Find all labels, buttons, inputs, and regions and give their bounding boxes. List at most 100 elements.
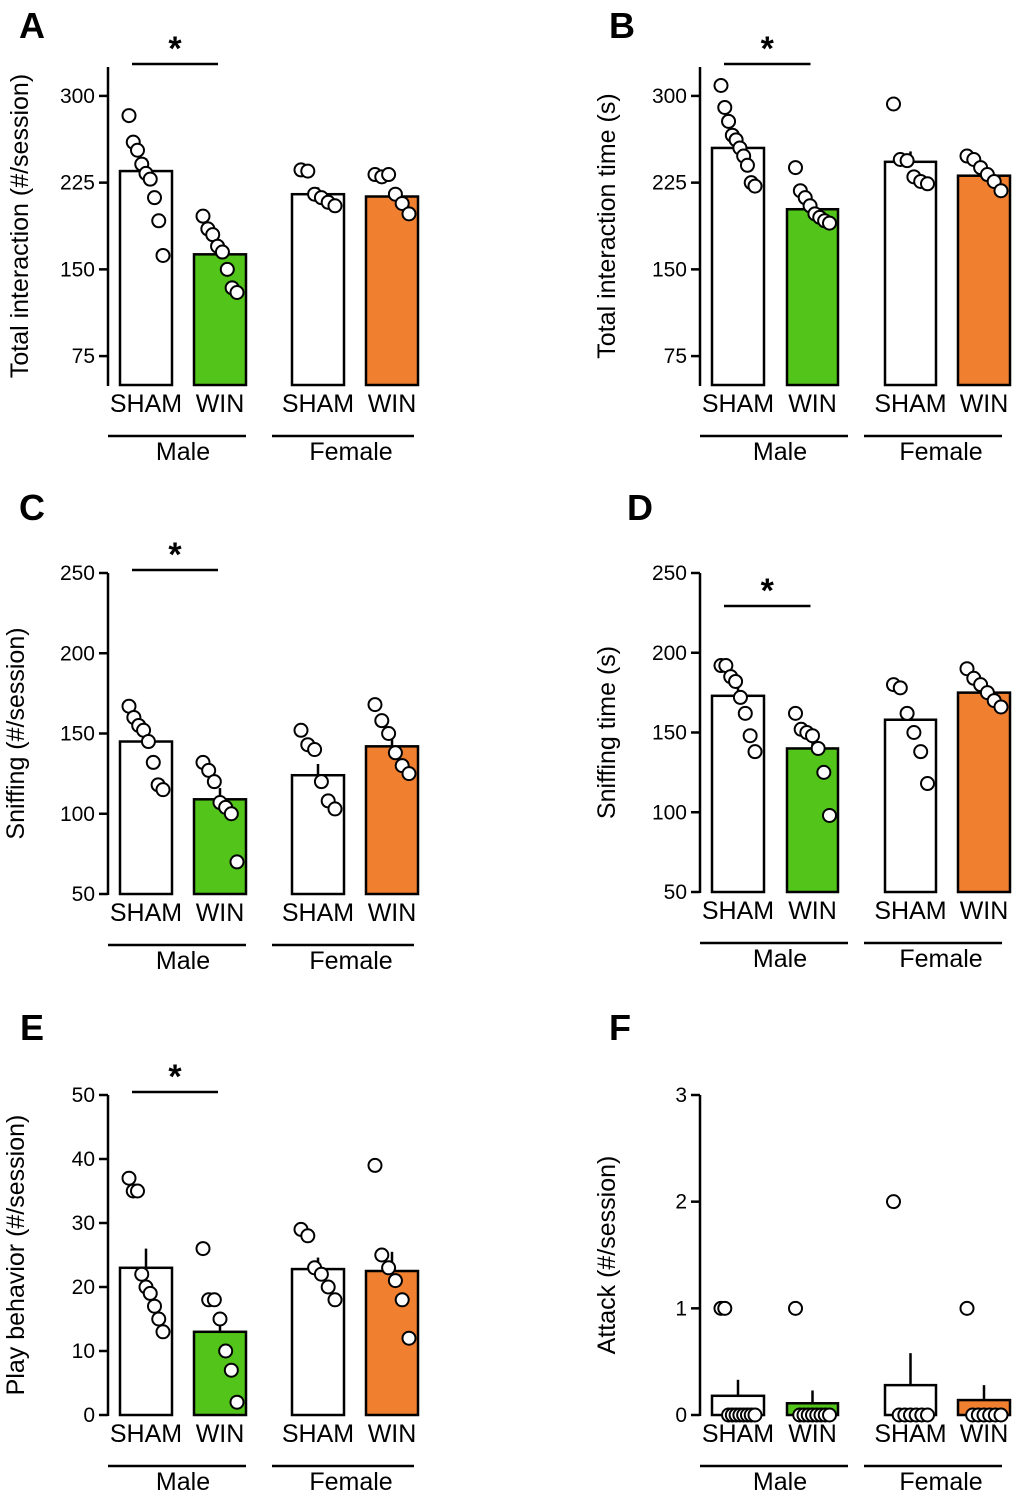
data-point	[155, 782, 171, 798]
data-point	[229, 1394, 245, 1410]
category-label: SHAM	[702, 390, 774, 418]
series-male-sham	[118, 108, 174, 387]
bar	[118, 169, 174, 387]
bar	[883, 718, 938, 894]
category-label: WIN	[788, 897, 837, 925]
data-point	[387, 1273, 403, 1289]
data-point	[147, 190, 162, 206]
category-label: WIN	[368, 899, 417, 927]
data-point	[717, 99, 733, 115]
data-point	[206, 1292, 222, 1308]
data-point	[920, 176, 935, 192]
data-point	[993, 183, 1009, 199]
data-point	[130, 142, 145, 158]
series-male-sham	[118, 698, 174, 896]
data-point	[142, 1285, 158, 1301]
panel-e: E Play behavior (#/session) 0 10 20 30 40 50 SHA…	[2, 1007, 420, 1496]
data-point	[717, 1300, 733, 1316]
data-point	[214, 244, 230, 260]
data-point	[728, 673, 744, 689]
y-tick-label: 300	[60, 85, 95, 108]
series-male-win	[785, 705, 840, 894]
data-point	[121, 108, 137, 124]
group-label: Female	[309, 1468, 392, 1496]
series-male-win	[192, 754, 248, 896]
series-male-win	[785, 160, 840, 387]
y-tick-label: 2	[675, 1191, 687, 1214]
data-point	[810, 740, 826, 756]
y-tick-label: 100	[652, 801, 687, 824]
y-tick-label: 10	[72, 1340, 95, 1363]
data-point	[134, 1266, 150, 1282]
panel-letter: A	[19, 5, 45, 46]
category-label: SHAM	[110, 1420, 182, 1448]
series-female-sham	[883, 96, 938, 387]
data-point	[320, 1279, 336, 1295]
significance-star: *	[168, 536, 182, 574]
significance-star: *	[761, 30, 775, 68]
y-tick-label: 0	[83, 1404, 95, 1427]
y-tick-label: 75	[664, 345, 687, 368]
y-tick-label: 30	[72, 1212, 95, 1235]
panel-d: D Sniffing time (s) 50 100 150 200 250 SHAM WIN S…	[593, 487, 1012, 973]
series-female-sham	[290, 1221, 346, 1417]
data-point	[121, 1170, 137, 1186]
data-point	[130, 1183, 145, 1199]
data-point	[906, 725, 922, 740]
data-point	[747, 1407, 763, 1423]
bar	[290, 1267, 346, 1417]
data-point	[732, 689, 748, 705]
data-point	[721, 113, 737, 129]
bar	[118, 740, 174, 896]
data-point	[300, 163, 316, 179]
data-point	[401, 766, 417, 782]
data-point	[892, 680, 908, 696]
data-point	[300, 1228, 316, 1244]
y-tick-label: 200	[652, 642, 687, 665]
data-point	[155, 247, 171, 263]
data-point	[920, 1407, 935, 1423]
data-point	[151, 213, 167, 229]
y-tick-label: 150	[652, 722, 687, 745]
group-label: Male	[753, 438, 807, 466]
data-point	[223, 806, 239, 822]
series-male-win	[192, 208, 248, 387]
panel-c: C Sniffing (#/session) 50 100 150 200 250 SHAM W…	[2, 487, 420, 975]
data-point	[401, 1330, 417, 1346]
bar	[710, 694, 766, 894]
bar	[364, 195, 420, 387]
category-label: SHAM	[874, 1420, 946, 1448]
data-point	[920, 776, 935, 792]
data-point	[206, 774, 222, 790]
series-female-win	[364, 1157, 420, 1417]
series-female-win	[364, 167, 420, 387]
data-point	[822, 215, 837, 231]
panel-b: B Total interaction time (s) 75 150 225 300 SH…	[593, 5, 1012, 466]
data-point	[747, 178, 763, 194]
significance-star: *	[168, 1058, 182, 1096]
series-female-win	[956, 148, 1012, 387]
category-label: WIN	[788, 390, 837, 418]
series-male-sham	[710, 78, 766, 387]
bar	[956, 174, 1012, 387]
group-label: Female	[309, 438, 392, 466]
data-point	[381, 726, 397, 741]
y-tick-label: 50	[72, 883, 95, 906]
data-point	[747, 744, 763, 760]
category-label: WIN	[788, 1420, 837, 1448]
panel-f: F Attack (#/session) 0 1 2 3 SHAM WIN SHAM WIN Mal…	[593, 1007, 1012, 1496]
category-label: SHAM	[874, 897, 946, 925]
series-female-sham	[290, 162, 346, 387]
bar	[883, 160, 938, 387]
category-label: WIN	[196, 1420, 245, 1448]
series-female-win	[956, 661, 1012, 894]
data-point	[993, 1407, 1009, 1423]
data-point	[899, 705, 915, 721]
data-point	[155, 1324, 171, 1340]
series-male-sham	[118, 1170, 174, 1417]
data-point	[313, 1266, 329, 1282]
data-point	[142, 171, 158, 187]
series-male-win	[192, 1241, 248, 1417]
group-label: Female	[899, 438, 982, 466]
